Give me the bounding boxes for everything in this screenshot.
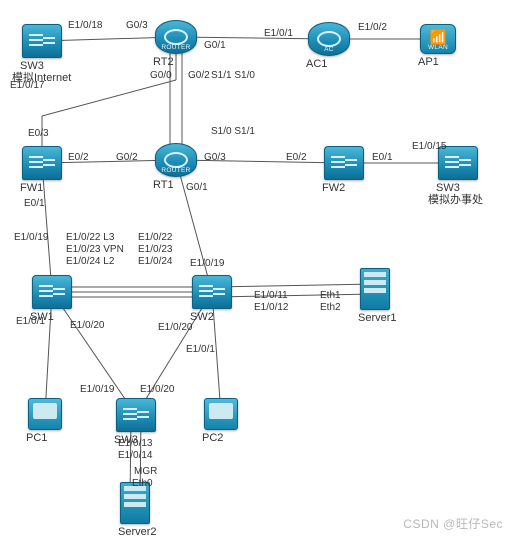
iface-label: E1/0/18 [68,20,102,31]
device-sw3_mid [116,398,156,432]
iface-label: E1/0/22 [138,232,172,243]
topology-edges [0,0,511,538]
device-sw2 [192,275,232,309]
edge [42,163,52,292]
device-sublabel-sw3_right: 模拟办事处 [428,194,483,206]
device-rt1: ROUTER [155,143,197,177]
edge [212,294,375,297]
iface-label: E1/0/13 [118,438,152,449]
iface-label: G0/3 [204,152,226,163]
device-band: AC [309,46,349,53]
iface-label: E1/0/19 [190,258,224,269]
device-pc1 [28,398,62,430]
iface-label: G0/3 [126,20,148,31]
iface-label: E1/0/1 [16,316,45,327]
iface-label: E1/0/12 [254,302,288,313]
iface-label: G0/1 [204,40,226,51]
device-ac1: AC [308,22,350,56]
device-label-fw2: FW2 [322,182,345,194]
edge [212,284,375,287]
device-rt2: ROUTER [155,20,197,54]
iface-label: E0/1 [24,198,45,209]
device-ap1: WLAN📶 [420,24,456,54]
iface-label: Eth1 [320,290,341,301]
iface-label: E1/0/24 [138,256,172,267]
edge [176,160,212,292]
iface-label: E1/0/24 L2 [66,256,114,267]
device-sw3_top [22,24,62,58]
iface-label: E1/0/2 [358,22,387,33]
device-fw2 [324,146,364,180]
device-pc2 [204,398,238,430]
device-label-sw2: SW2 [190,311,214,323]
iface-label: E1/0/19 [14,232,48,243]
device-label-sw3_right: SW3 [436,182,460,194]
watermark: CSDN @旺仔Sec [403,515,503,532]
iface-label: Eth0 [132,478,153,489]
iface-label: E1/0/20 [140,384,174,395]
iface-label: E1/0/23 VPN [66,244,124,255]
device-label-pc1: PC1 [26,432,47,444]
device-label-server1: Server1 [358,312,397,324]
device-label-pc2: PC2 [202,432,223,444]
edge [176,160,344,163]
iface-label: S1/0 S1/1 [211,126,255,137]
iface-label: G0/1 [186,182,208,193]
device-server1 [360,268,390,310]
iface-label: G0/2 [188,70,210,81]
iface-label: E1/0/19 [80,384,114,395]
iface-label: E1/0/20 [158,322,192,333]
iface-label: E1/0/1 [264,28,293,39]
device-band: ROUTER [156,44,196,51]
iface-label: E0/1 [372,152,393,163]
iface-label: E1/0/20 [70,320,104,331]
iface-label: E0/3 [28,128,49,139]
iface-label: E1/0/11 [254,290,288,301]
edge [52,292,136,415]
iface-label: E1/0/22 L3 [66,232,114,243]
device-sw1 [32,275,72,309]
device-label-server2: Server2 [118,526,157,538]
device-label-rt1: RT1 [153,179,174,191]
device-label-fw1: FW1 [20,182,43,194]
edge [176,37,329,39]
device-fw1 [22,146,62,180]
iface-label: S1/1 S1/0 [211,70,255,81]
iface-label: MGR [134,466,157,477]
iface-label: G0/2 [116,152,138,163]
device-label-rt2: RT2 [153,56,174,68]
iface-label: Eth2 [320,302,341,313]
iface-label: E1/0/15 [412,141,446,152]
iface-label: E0/2 [286,152,307,163]
device-band: ROUTER [156,167,196,174]
iface-label: E1/0/1 [186,344,215,355]
device-label-ac1: AC1 [306,58,327,70]
iface-label: E1/0/17 [10,80,44,91]
device-label-ap1: AP1 [418,56,439,68]
wifi-icon: 📶 [421,29,455,46]
device-label-sw3_top: SW3 [20,60,44,72]
iface-label: G0/0 [150,70,172,81]
edge [42,80,176,116]
iface-label: E0/2 [68,152,89,163]
iface-label: E1/0/14 [118,450,152,461]
iface-label: E1/0/23 [138,244,172,255]
